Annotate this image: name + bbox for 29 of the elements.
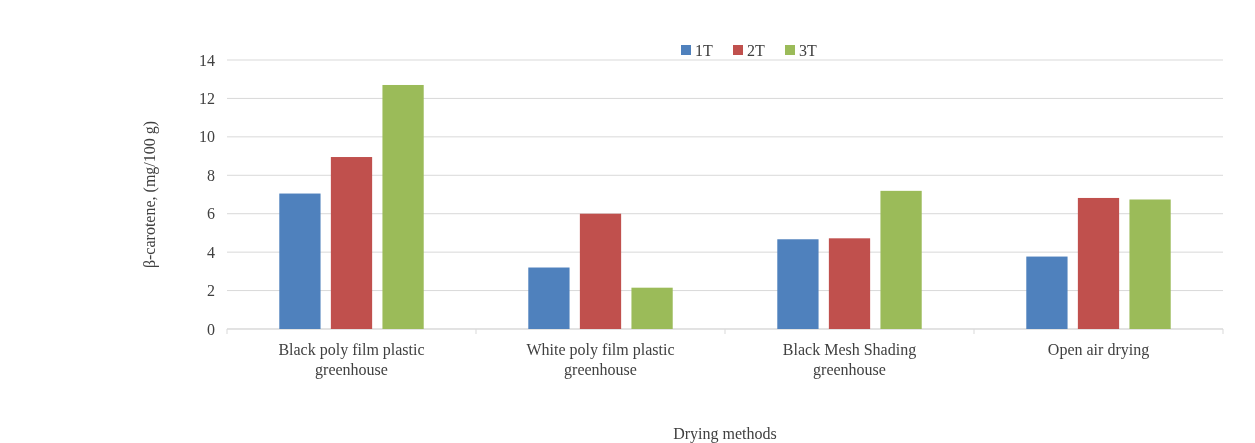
bar [382,84,424,329]
y-tick-label: 14 [199,51,215,69]
y-tick-label: 4 [207,243,215,261]
bar [777,239,819,329]
y-tick-label: 8 [207,166,215,184]
y-tick-label: 6 [207,205,215,223]
y-tick-label: 0 [207,320,215,338]
legend-label: 3T [799,41,817,59]
bar [631,287,673,329]
y-axis-title: β-carotene, (mg/100 g) [141,120,159,269]
bar [880,190,922,329]
bar [330,157,373,329]
bar [579,213,622,329]
bar [1026,256,1068,329]
bar [279,193,321,329]
x-tick-label: Open air drying [1047,341,1150,359]
y-tick-label: 2 [207,282,215,300]
x-tick-label: Black poly film plastic greenhouse [278,341,425,379]
bar [528,267,570,329]
bar [1077,197,1120,329]
y-tick-label: 12 [199,90,215,108]
x-axis-title: Drying methods [673,425,777,443]
y-tick-label: 10 [199,128,215,146]
legend-label: 1T [695,41,713,59]
bar [828,238,871,329]
bar [1129,199,1171,329]
legend-label: 2T [747,41,765,59]
x-tick-label: White poly film plastic greenhouse [526,341,675,379]
x-tick-label: Black Mesh Shading greenhouse [782,341,917,379]
